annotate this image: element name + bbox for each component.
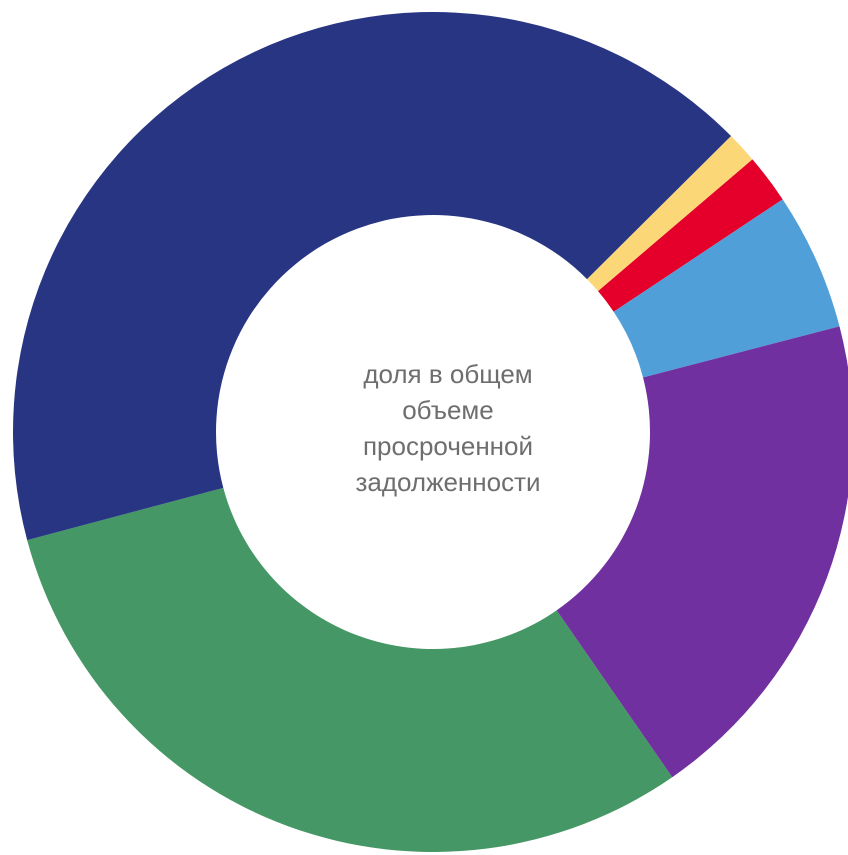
donut-slice-3 xyxy=(613,199,840,378)
donut-slice-6 xyxy=(12,11,732,541)
center-label-line-2: объеме xyxy=(402,395,494,425)
center-label-line-4: задолженности xyxy=(355,467,541,497)
donut-slice-5 xyxy=(27,487,673,852)
donut-slice-1 xyxy=(586,136,753,292)
center-label: доля в общем объеме просроченной задолже… xyxy=(308,356,588,500)
slices-group xyxy=(12,11,848,852)
center-label-line-1: доля в общем xyxy=(363,359,533,389)
donut-slice-4 xyxy=(556,326,848,778)
donut-slice-2 xyxy=(598,159,783,312)
center-label-line-3: просроченной xyxy=(362,431,534,461)
